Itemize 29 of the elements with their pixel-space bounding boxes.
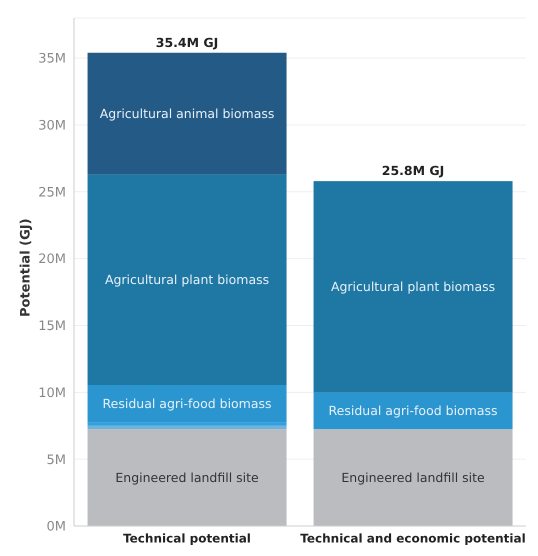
bar — [314, 392, 513, 430]
y-tick-label: 10M — [38, 386, 66, 401]
y-tick-label: 25M — [38, 185, 66, 200]
series-label: Residual agri-food biomass — [328, 403, 498, 418]
bar — [88, 52, 287, 174]
y-tick-label: 5M — [46, 452, 66, 468]
text: Agricultural plant biomass — [104, 272, 270, 288]
y-tick-label: 15M — [38, 319, 66, 334]
series-label: Agricultural animal biomass — [100, 106, 274, 122]
series-label: Agricultural plant biomass — [330, 279, 496, 294]
y-tick-label: 30M — [38, 118, 66, 134]
text: Engineered landfill site — [115, 470, 259, 486]
bar — [314, 181, 513, 392]
bar — [88, 422, 287, 426]
text: Residual agri-food biomass — [102, 396, 272, 412]
bar — [314, 429, 513, 526]
y-axis-title: Potential (GJ) — [18, 218, 34, 317]
x-tick-label: Technical potential — [123, 532, 251, 546]
bar — [88, 174, 287, 385]
bar — [88, 426, 287, 430]
bar — [88, 429, 287, 526]
series-label: Engineered landfill site — [341, 470, 486, 486]
bar — [88, 384, 287, 422]
y-tick-label: 0M — [46, 520, 66, 535]
total-label: 25.8M GJ — [382, 163, 444, 178]
x-tick-label: Technical and economic potential — [300, 532, 526, 546]
y-tick-label: 20M — [38, 252, 66, 268]
y-tick-label: 35M — [38, 52, 66, 67]
total-label: 35.4M GJ — [156, 34, 218, 50]
